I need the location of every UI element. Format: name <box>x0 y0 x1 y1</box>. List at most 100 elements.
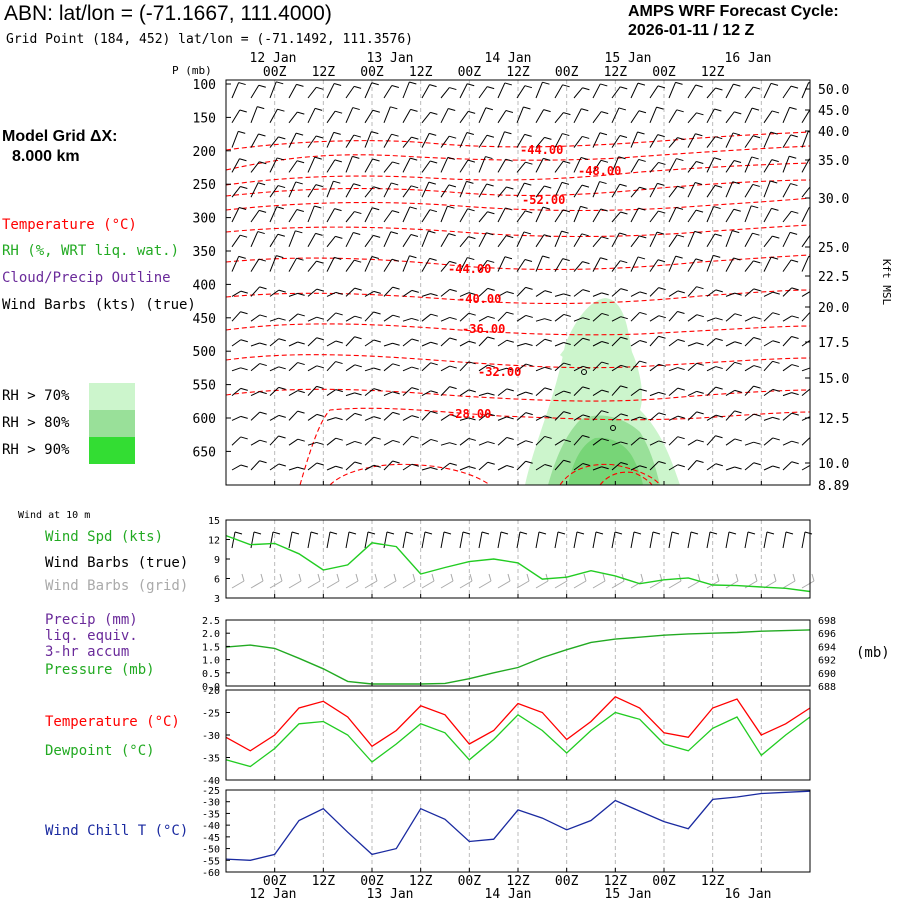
wind-barb <box>326 159 336 173</box>
wind-barb <box>763 131 772 148</box>
top-hour-label: 00Z <box>263 65 287 80</box>
wind-barb <box>535 185 545 198</box>
wind-barb-flag <box>295 181 303 185</box>
wind-barb-flag <box>639 235 647 239</box>
wind-barb <box>421 112 431 124</box>
top-date-label: 13 Jan <box>367 51 414 66</box>
wind-barb-flag <box>790 183 798 187</box>
wind-barb <box>326 236 336 248</box>
wind-barb-flag <box>467 208 475 212</box>
wind-barb <box>478 107 487 124</box>
wind-barb <box>497 256 506 272</box>
precip-tick: 1.0 <box>202 656 220 667</box>
wind-barb <box>592 389 603 397</box>
wind-barb <box>782 183 791 198</box>
wind-barb-flag <box>525 314 533 318</box>
wind-barb-flag <box>619 232 627 236</box>
wind-barb-flag <box>811 416 818 418</box>
wind-barb <box>573 435 583 446</box>
wind-barb <box>687 231 696 247</box>
wind-barb-flag <box>335 389 343 393</box>
wind-barb-flag <box>696 390 704 394</box>
wind-barb-flag <box>542 206 551 210</box>
wind-barb-flag <box>715 289 723 293</box>
wind10m-barb-true-flag <box>671 531 680 535</box>
wind-barb-flag <box>677 387 685 391</box>
wind-barb-flag <box>240 436 248 440</box>
wind-barb-flag <box>409 206 417 210</box>
wind-chill-tick: -30 <box>202 798 220 809</box>
wind-barb-flag <box>618 156 626 160</box>
wind10m-barb-true <box>611 531 616 549</box>
wind-barb-flag <box>316 86 324 90</box>
legend-rh90-label: RH > 90% <box>2 442 70 458</box>
wind-barb-flag <box>696 160 704 164</box>
wind-barb-flag <box>791 210 799 214</box>
legend-cloud: Cloud/Precip Outline <box>2 270 171 286</box>
wind-barb <box>497 339 508 347</box>
wind-barb-flag <box>315 135 324 139</box>
wind-barb <box>231 290 242 297</box>
precip-tick: 0.5 <box>202 669 220 680</box>
wind10m-barb-true <box>725 531 730 549</box>
wind-barb <box>345 156 353 173</box>
wind-barb <box>649 106 658 123</box>
wind-barb-flag <box>259 161 267 165</box>
wind10m-barb-grid <box>630 580 644 589</box>
wind-barb <box>383 161 393 173</box>
wind-barb <box>231 311 241 322</box>
temp-contour-label: -44.00 <box>520 143 563 157</box>
wind-barb-flag <box>582 365 590 369</box>
wind10m-barb-true <box>573 531 578 549</box>
wind-barb <box>554 314 565 322</box>
wind-barb-flag <box>449 288 457 292</box>
wind-chill-label: Wind Chill T (°C) <box>45 823 189 839</box>
wind-barb <box>668 436 679 446</box>
wind-barb-flag <box>808 130 810 133</box>
wind-barb <box>459 292 469 297</box>
wind-barb-flag <box>525 210 533 214</box>
wind-barb <box>744 288 755 297</box>
wind-barb-flag <box>411 289 419 293</box>
legend-rh80-swatch <box>89 410 135 437</box>
wind-barb <box>516 391 526 397</box>
wind10m-barb-grid-flag <box>488 573 492 582</box>
wind10m-barb-true-flag <box>500 531 509 535</box>
wind-barb-flag <box>373 436 381 440</box>
wind-barb <box>459 111 469 124</box>
wind-barb-flag <box>791 287 799 291</box>
wind-barb <box>782 134 792 148</box>
pressure-tick-label: 696 <box>818 629 836 640</box>
wind-barb-flag <box>715 463 723 467</box>
wind-barb-flag <box>733 160 742 164</box>
wind-barb-flag <box>295 132 304 136</box>
wind-barb-flag <box>658 161 666 165</box>
wind-barb-flag <box>753 365 761 369</box>
wind-barb-flag <box>353 183 361 187</box>
wind-barb-flag <box>259 342 267 346</box>
wind-barb <box>307 233 316 248</box>
wind-barb-flag <box>734 389 742 393</box>
wind-barb <box>744 385 754 396</box>
wind-barb-flag <box>506 465 514 468</box>
wind-barb <box>478 316 489 322</box>
wind-barb <box>269 289 280 297</box>
wind-barb <box>345 461 356 471</box>
wind10m-barb-true <box>630 531 635 549</box>
wind-barb-flag <box>354 364 362 368</box>
wind-barb-flag <box>468 389 476 393</box>
wind-barb-flag <box>239 234 248 238</box>
wind-barb <box>364 290 375 297</box>
wind-barbs-grid-label: Wind Barbs (grid) <box>45 578 189 594</box>
wind-barb-flag <box>789 231 798 235</box>
wind-barb-flag <box>542 255 550 259</box>
wind-barb-flag <box>562 209 571 213</box>
wind10m-barb-true <box>497 531 502 549</box>
wind-barb <box>478 392 488 397</box>
wind-barb-flag <box>753 86 761 90</box>
wind-barb <box>649 461 660 471</box>
top-hour-label: 12Z <box>701 65 725 80</box>
wind-barb-flag <box>297 362 305 366</box>
wind-barb-flag <box>278 338 286 342</box>
wind-barb-flag <box>811 437 818 439</box>
